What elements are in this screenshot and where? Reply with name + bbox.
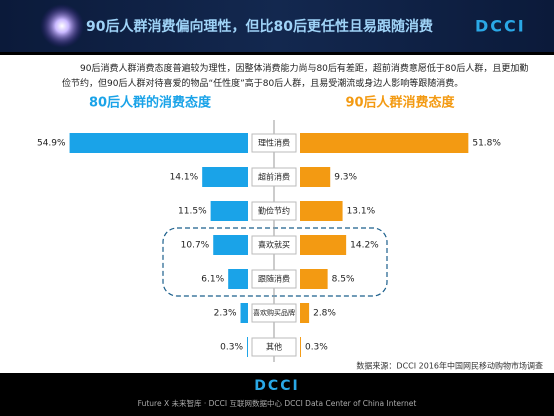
value-label: 6.1% — [201, 275, 224, 285]
description: 90后消费人群消费态度普遍较为理性，因整体消费能力尚与80后有差距，超前消费意愿… — [62, 64, 529, 89]
bar — [202, 167, 248, 187]
category-box — [251, 235, 297, 255]
bar — [240, 303, 248, 323]
bar — [213, 235, 248, 255]
category-box — [251, 201, 297, 221]
bar — [300, 303, 310, 323]
bar — [300, 235, 347, 255]
source: 数据来源：DCCI 2016年中国网民移动购物市场调查 — [356, 361, 543, 371]
category-label: 其他 — [266, 342, 282, 352]
value-label: 0.3% — [305, 343, 328, 353]
logo: DCCI — [475, 17, 526, 36]
value-label: 54.9% — [37, 139, 66, 149]
category-label: 超前消费 — [258, 172, 290, 182]
category-box — [251, 303, 297, 323]
category-label: 喜欢购买品牌 — [253, 308, 295, 317]
bar — [69, 133, 248, 153]
value-label: 2.8% — [313, 309, 336, 319]
bar — [228, 269, 248, 289]
value-label: 51.8% — [472, 139, 501, 149]
value-label: 0.3% — [220, 343, 243, 353]
footer-logo: DCCI — [254, 378, 299, 394]
category-label: 跟随消费 — [258, 274, 290, 284]
bar — [300, 133, 469, 153]
category-box — [251, 337, 297, 357]
category-label: 理性消费 — [258, 138, 290, 148]
category-label: 喜欢就买 — [258, 240, 290, 250]
category-label: 勤俭节约 — [258, 206, 290, 216]
bar — [210, 201, 248, 221]
highlight-box — [162, 227, 388, 297]
bar — [300, 167, 331, 187]
value-label: 9.3% — [334, 173, 357, 183]
legend-right: 90后人群消费态度 — [345, 95, 455, 111]
bar — [300, 269, 328, 289]
value-label: 10.7% — [181, 241, 210, 251]
title: 90后人群消费偏向理性，但比80后更任性且易跟随消费 — [86, 18, 433, 35]
header-bar — [0, 0, 554, 52]
value-label: 11.5% — [178, 207, 207, 217]
bar — [300, 337, 301, 357]
category-box — [251, 133, 297, 153]
value-label: 14.2% — [350, 241, 379, 251]
bar — [247, 337, 248, 357]
value-label: 2.3% — [214, 309, 237, 319]
value-label: 13.1% — [347, 207, 376, 217]
legend-left: 80后人群的消费态度 — [89, 95, 212, 111]
footer-text: Future X 未来智库 · DCCI 互联网数据中心 DCCI Data C… — [138, 398, 417, 408]
value-label: 14.1% — [170, 173, 199, 183]
category-box — [251, 269, 297, 289]
header-icon — [40, 4, 84, 48]
category-box — [251, 167, 297, 187]
value-label: 8.5% — [332, 275, 355, 285]
bar — [300, 201, 343, 221]
